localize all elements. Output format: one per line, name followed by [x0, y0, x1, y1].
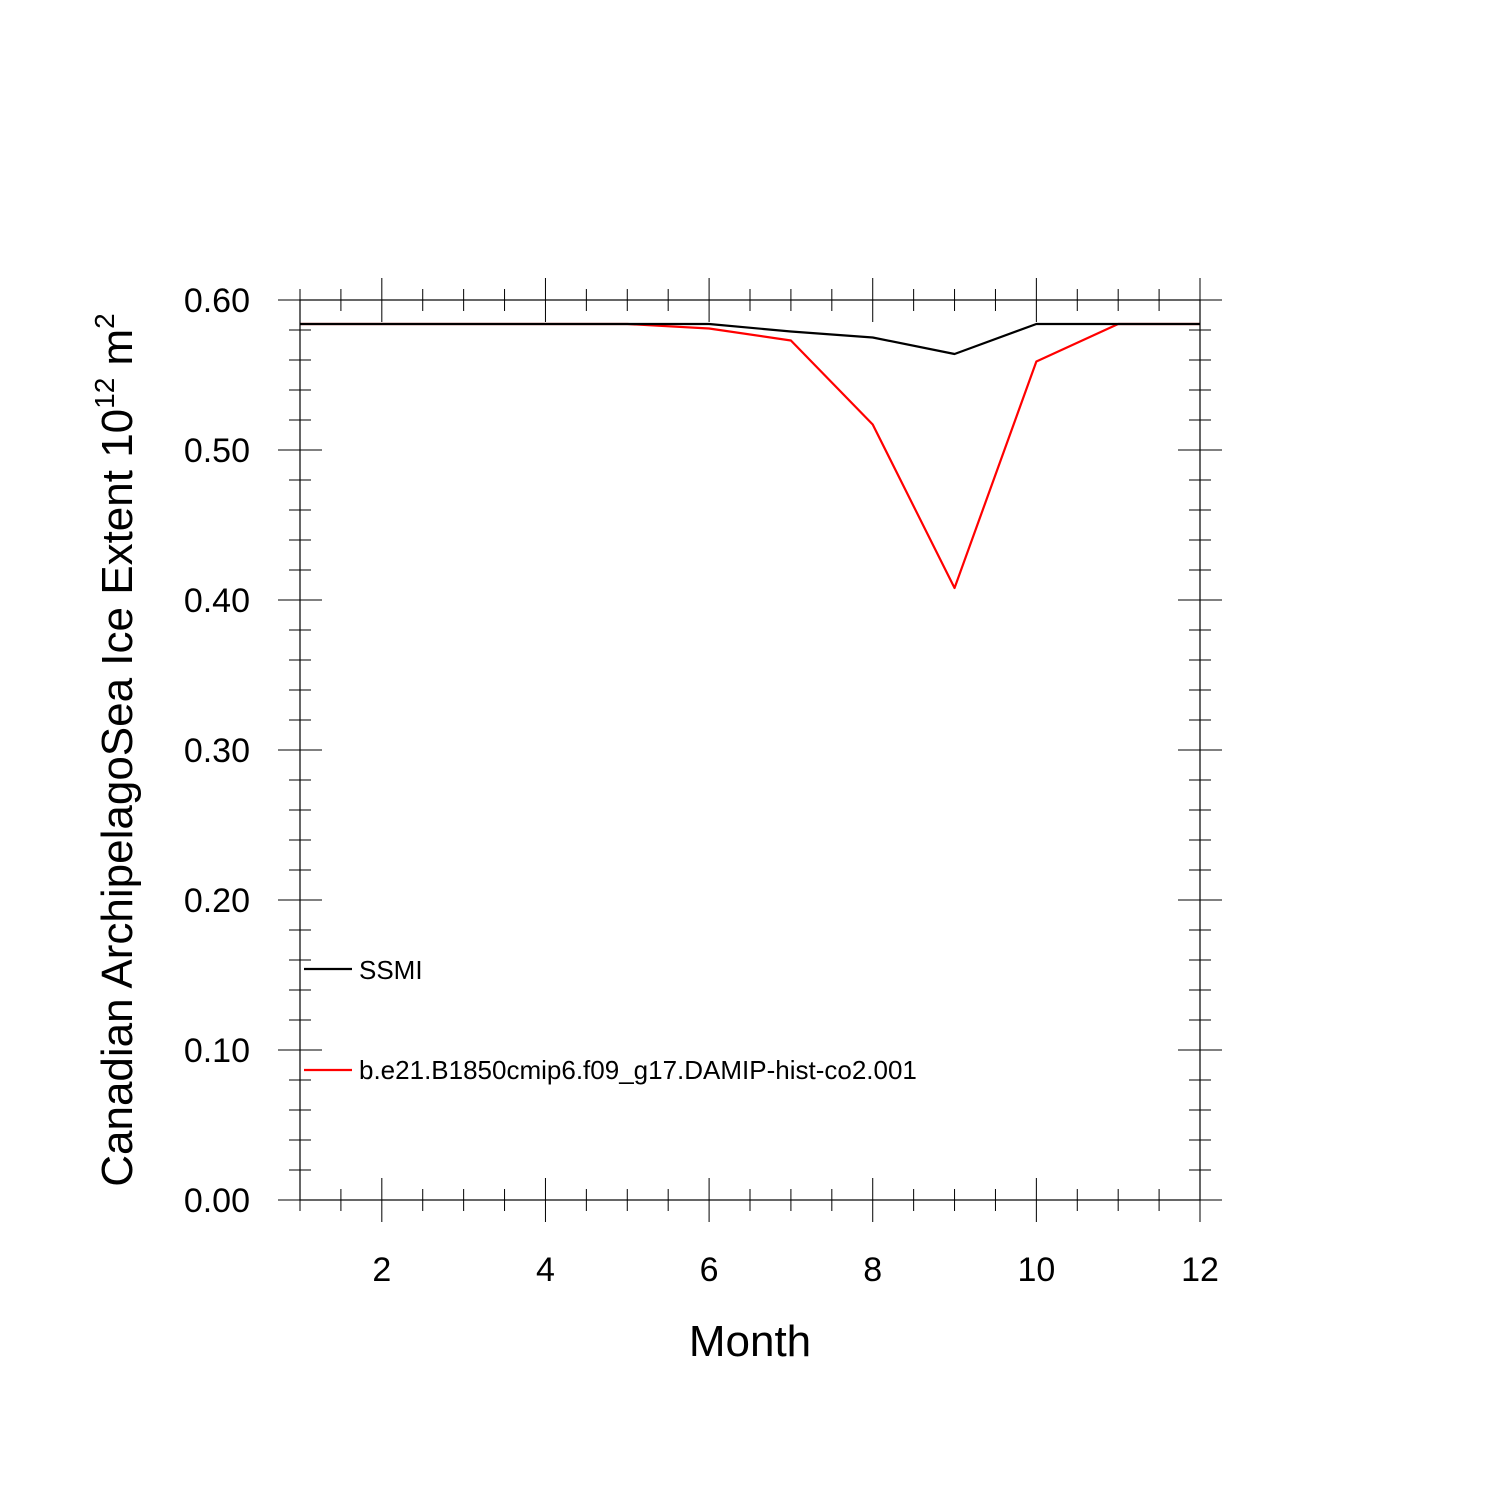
y-axis-title: Canadian ArchipelagoSea Ice Extent 1012 … [89, 313, 142, 1187]
y-tick-label: 0.20 [184, 882, 250, 920]
y-axis-title-sup2: 2 [89, 313, 120, 329]
plot-frame [299, 299, 1201, 1201]
x-tick-label: 4 [536, 1251, 555, 1289]
x-axis-title: Month [689, 1317, 811, 1366]
tick-labels: 2 4 6 8 10 12 0.00 0.10 0.20 0.30 0.40 0.50 0.60 [184, 282, 1219, 1289]
y-tick-label: 0.30 [184, 732, 250, 770]
y-axis-title-unit: m [93, 329, 142, 378]
x-tick-label: 12 [1181, 1251, 1219, 1289]
x-tick-label: 6 [700, 1251, 719, 1289]
y-tick-label: 0.10 [184, 1032, 250, 1070]
series-line-ssmi [300, 322, 1200, 356]
x-tick-label: 8 [863, 1251, 882, 1289]
y-axis-title-main: Canadian ArchipelagoSea Ice Extent 10 [93, 409, 142, 1187]
y-axis-title-sup1: 12 [89, 378, 120, 409]
x-tick-label: 10 [1017, 1251, 1055, 1289]
series-layer [300, 322, 1200, 590]
y-tick-label: 0.50 [184, 432, 250, 470]
legend: SSMI b.e21.B1850cmip6.f09_g17.DAMIP-hist… [304, 955, 917, 1085]
legend-label-model: b.e21.B1850cmip6.f09_g17.DAMIP-hist-co2.… [359, 1055, 917, 1085]
y-tick-label: 0.60 [184, 282, 250, 320]
x-tick-label: 2 [372, 1251, 391, 1289]
y-tick-label: 0.40 [184, 582, 250, 620]
legend-label-ssmi: SSMI [359, 955, 423, 985]
y-tick-label: 0.00 [184, 1182, 250, 1220]
series-line-model [300, 322, 1200, 590]
